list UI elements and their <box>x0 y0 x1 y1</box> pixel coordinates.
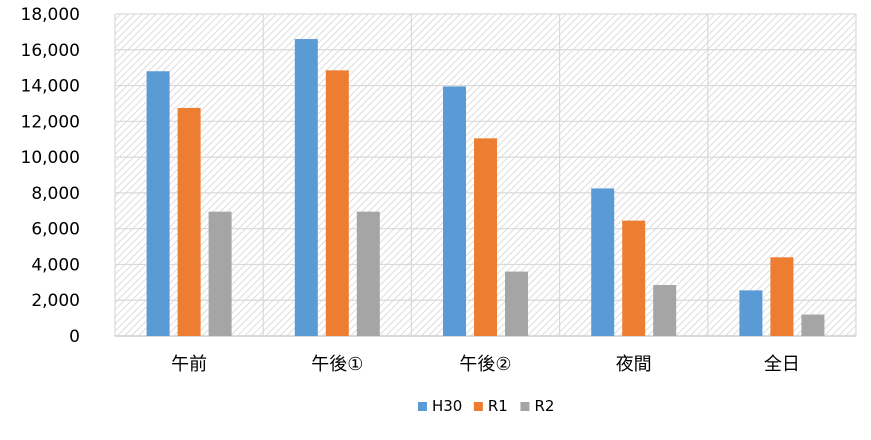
legend-swatch-r1 <box>473 402 483 411</box>
y-tick-label: 0 <box>69 327 80 347</box>
bar-h30-0 <box>146 71 170 336</box>
x-category-label: 午前 <box>171 354 207 375</box>
y-tick-label: 10,000 <box>21 148 80 168</box>
bar-r1-0 <box>177 107 201 337</box>
x-category-label: 午後② <box>459 354 511 375</box>
y-tick-label: 8,000 <box>31 184 80 204</box>
bar-r2-1 <box>356 211 380 336</box>
legend-label-r1: R1 <box>488 397 508 415</box>
bar-r1-3 <box>622 220 646 336</box>
x-axis-labels: 午前 午後① 午後② 夜間 全日 <box>171 354 800 375</box>
x-category-label: 全日 <box>764 354 800 375</box>
bar-r2-2 <box>505 271 528 336</box>
bar-r1-1 <box>325 70 349 336</box>
y-axis-ticks: 0 2,000 4,000 6,000 8,000 10,000 12,000 14,000 1… <box>21 5 80 347</box>
legend-label-r2: R2 <box>534 397 554 415</box>
y-tick-label: 18,000 <box>21 5 80 25</box>
x-category-label: 夜間 <box>616 354 652 375</box>
legend-swatch-h30 <box>417 402 427 411</box>
bar-r1-4 <box>770 257 794 336</box>
y-tick-label: 14,000 <box>21 77 80 97</box>
bar-r1-2 <box>474 138 497 336</box>
legend: H30 R1 R2 <box>417 397 554 415</box>
y-tick-label: 4,000 <box>31 255 80 275</box>
bar-r2-0 <box>208 211 232 336</box>
legend-label-h30: H30 <box>432 397 462 415</box>
bar-r2-3 <box>653 285 677 336</box>
y-tick-label: 16,000 <box>21 41 80 61</box>
x-category-label: 午後① <box>311 354 363 375</box>
y-tick-label: 6,000 <box>31 220 80 240</box>
bar-h30-2 <box>443 86 466 336</box>
bar-h30-1 <box>294 39 318 337</box>
y-tick-label: 12,000 <box>21 112 80 132</box>
y-tick-label: 2,000 <box>31 291 80 311</box>
bars <box>146 39 825 337</box>
bar-r2-4 <box>801 314 825 336</box>
legend-swatch-r2 <box>520 402 530 411</box>
bar-h30-3 <box>591 188 615 336</box>
bar-h30-4 <box>739 290 763 336</box>
